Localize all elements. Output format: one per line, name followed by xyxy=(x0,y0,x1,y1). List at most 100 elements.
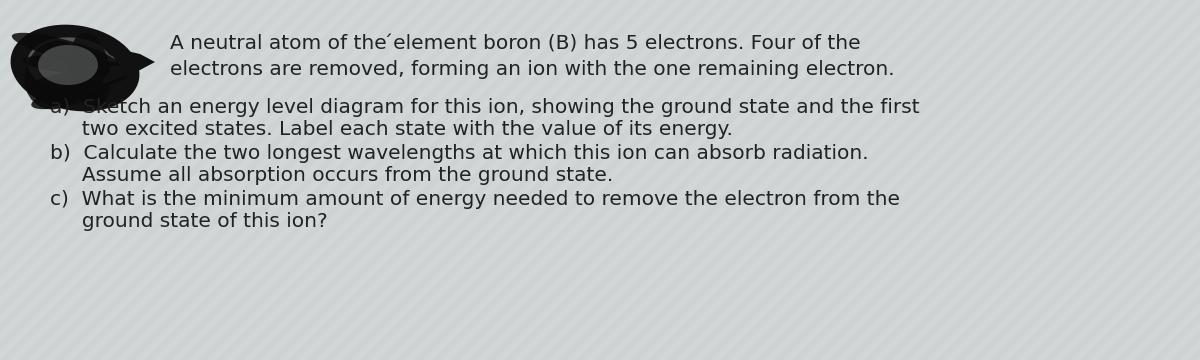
Polygon shape xyxy=(504,0,874,360)
Polygon shape xyxy=(0,0,98,360)
Polygon shape xyxy=(810,0,1178,360)
Polygon shape xyxy=(360,0,730,360)
Polygon shape xyxy=(0,0,298,360)
Polygon shape xyxy=(828,0,1198,360)
Ellipse shape xyxy=(31,81,109,109)
Ellipse shape xyxy=(11,24,139,111)
Ellipse shape xyxy=(23,55,127,75)
Polygon shape xyxy=(666,0,1034,360)
Polygon shape xyxy=(198,0,568,360)
Polygon shape xyxy=(522,0,890,360)
Polygon shape xyxy=(558,0,928,360)
Polygon shape xyxy=(252,0,622,360)
Polygon shape xyxy=(90,0,458,360)
Polygon shape xyxy=(100,45,155,85)
Polygon shape xyxy=(936,0,1200,360)
Polygon shape xyxy=(900,0,1200,360)
Polygon shape xyxy=(954,0,1200,360)
Polygon shape xyxy=(378,0,746,360)
Polygon shape xyxy=(108,0,478,360)
Polygon shape xyxy=(18,0,386,360)
Polygon shape xyxy=(0,0,262,360)
Polygon shape xyxy=(486,0,854,360)
Polygon shape xyxy=(1098,0,1200,360)
Text: b)  Calculate the two longest wavelengths at which this ion can absorb radiation: b) Calculate the two longest wavelengths… xyxy=(50,144,869,163)
Polygon shape xyxy=(0,0,242,360)
Polygon shape xyxy=(1008,0,1200,360)
Polygon shape xyxy=(1044,0,1200,360)
Polygon shape xyxy=(1170,0,1200,360)
Text: a)  Sketch an energy level diagram for this ion, showing the ground state and th: a) Sketch an energy level diagram for th… xyxy=(50,98,919,117)
Polygon shape xyxy=(612,0,982,360)
Polygon shape xyxy=(918,0,1200,360)
Polygon shape xyxy=(0,0,118,360)
Polygon shape xyxy=(0,0,208,360)
Polygon shape xyxy=(1062,0,1200,360)
Polygon shape xyxy=(972,0,1200,360)
Polygon shape xyxy=(576,0,946,360)
Polygon shape xyxy=(0,0,28,360)
Polygon shape xyxy=(0,0,64,360)
Polygon shape xyxy=(1134,0,1200,360)
Polygon shape xyxy=(288,0,658,360)
Polygon shape xyxy=(738,0,1108,360)
Polygon shape xyxy=(234,0,604,360)
Polygon shape xyxy=(0,0,278,360)
Polygon shape xyxy=(1026,0,1200,360)
Polygon shape xyxy=(774,0,1142,360)
Ellipse shape xyxy=(12,33,118,67)
Polygon shape xyxy=(846,0,1200,360)
Polygon shape xyxy=(0,0,370,360)
Polygon shape xyxy=(54,0,424,360)
Polygon shape xyxy=(0,0,334,360)
Polygon shape xyxy=(0,0,226,360)
Polygon shape xyxy=(1188,0,1200,360)
Polygon shape xyxy=(0,0,190,360)
Polygon shape xyxy=(468,0,838,360)
Polygon shape xyxy=(306,0,674,360)
Text: two excited states. Label each state with the value of its energy.: two excited states. Label each state wit… xyxy=(50,120,733,139)
Polygon shape xyxy=(720,0,1090,360)
Polygon shape xyxy=(126,0,496,360)
Polygon shape xyxy=(990,0,1200,360)
Polygon shape xyxy=(342,0,710,360)
Polygon shape xyxy=(270,0,640,360)
Text: electrons are removed, forming an ion with the one remaining electron.: electrons are removed, forming an ion wi… xyxy=(170,60,895,79)
Text: Assume all absorption occurs from the ground state.: Assume all absorption occurs from the gr… xyxy=(50,166,613,185)
Polygon shape xyxy=(450,0,818,360)
Polygon shape xyxy=(648,0,1018,360)
Ellipse shape xyxy=(24,41,85,109)
Polygon shape xyxy=(0,0,10,360)
Polygon shape xyxy=(882,0,1200,360)
Polygon shape xyxy=(0,0,154,360)
Ellipse shape xyxy=(32,70,127,90)
Polygon shape xyxy=(396,0,766,360)
Ellipse shape xyxy=(28,37,116,93)
Polygon shape xyxy=(0,0,82,360)
Polygon shape xyxy=(864,0,1200,360)
Polygon shape xyxy=(1152,0,1200,360)
Polygon shape xyxy=(144,0,514,360)
Polygon shape xyxy=(684,0,1054,360)
Polygon shape xyxy=(180,0,550,360)
Polygon shape xyxy=(594,0,964,360)
Polygon shape xyxy=(0,0,314,360)
Polygon shape xyxy=(0,0,46,360)
Polygon shape xyxy=(540,0,910,360)
Polygon shape xyxy=(216,0,586,360)
Text: c)  What is the minimum amount of energy needed to remove the electron from the: c) What is the minimum amount of energy … xyxy=(50,190,900,209)
Polygon shape xyxy=(72,0,442,360)
Polygon shape xyxy=(792,0,1162,360)
Ellipse shape xyxy=(70,33,110,107)
Polygon shape xyxy=(1080,0,1200,360)
Polygon shape xyxy=(162,0,530,360)
Polygon shape xyxy=(630,0,998,360)
Ellipse shape xyxy=(38,45,98,85)
Text: ground state of this ion?: ground state of this ion? xyxy=(50,212,328,231)
Polygon shape xyxy=(702,0,1072,360)
Polygon shape xyxy=(0,0,352,360)
Polygon shape xyxy=(0,0,134,360)
Text: A neutral atom of the ́element boron (B) has 5 electrons. Four of the: A neutral atom of the ́element boron (B)… xyxy=(170,35,860,54)
Polygon shape xyxy=(414,0,784,360)
Polygon shape xyxy=(324,0,694,360)
